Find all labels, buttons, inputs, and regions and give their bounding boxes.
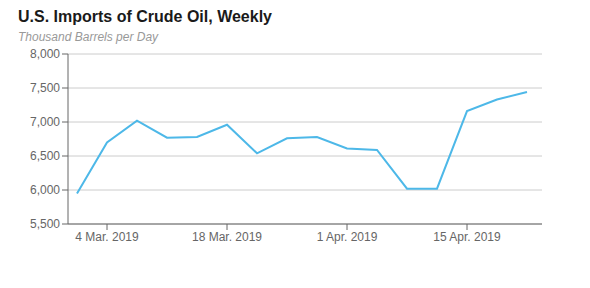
html-text:Thousand Barrels per Day: Thousand Barrels per Day bbox=[18, 30, 159, 44]
svg-text:18 Mar. 2019: 18 Mar. 2019 bbox=[192, 230, 262, 244]
html-text:U.S. Imports of Crude Oil, Wee: U.S. Imports of Crude Oil, Weekly bbox=[18, 8, 272, 25]
svg-text:4 Mar. 2019: 4 Mar. 2019 bbox=[75, 230, 139, 244]
svg-text:5,500: 5,500 bbox=[30, 217, 60, 231]
svg-text:8,000: 8,000 bbox=[30, 47, 60, 61]
svg-text:6,000: 6,000 bbox=[30, 183, 60, 197]
svg-text:7,000: 7,000 bbox=[30, 115, 60, 129]
svg-text:15 Apr. 2019: 15 Apr. 2019 bbox=[433, 230, 501, 244]
svg-text:7,500: 7,500 bbox=[30, 81, 60, 95]
svg-text:6,500: 6,500 bbox=[30, 149, 60, 163]
svg-text:1 Apr. 2019: 1 Apr. 2019 bbox=[317, 230, 378, 244]
